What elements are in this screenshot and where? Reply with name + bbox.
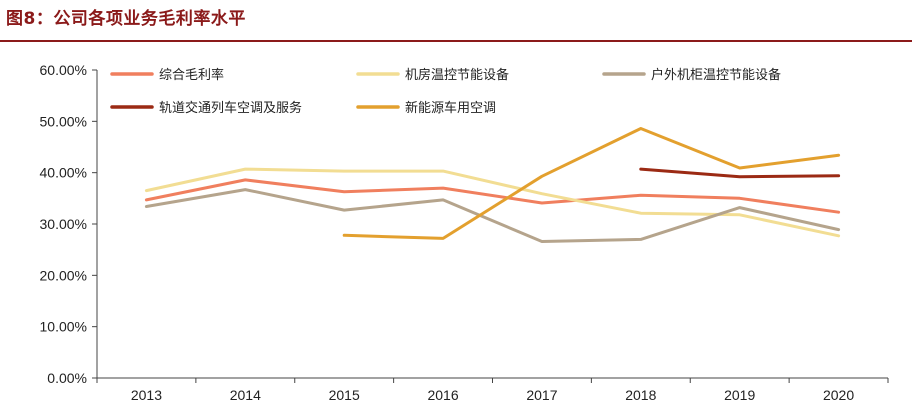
y-tick-label: 40.00% — [40, 165, 87, 181]
y-tick-label: 0.00% — [47, 370, 87, 386]
legend-label-3: 户外机柜温控节能设备 — [651, 67, 781, 83]
x-tick-label: 2016 — [427, 387, 458, 403]
legend-label-2: 机房温控节能设备 — [405, 67, 509, 83]
chart-title: 图8：公司各项业务毛利率水平 — [6, 9, 246, 29]
chart-axes: 0.00% 10.00% 20.00% 30.00% 40.00% 50.00% 60.00… — [40, 62, 889, 403]
series-line-2 — [144, 167, 841, 238]
y-tick-label: 50.00% — [40, 113, 87, 129]
legend-label-4: 轨道交通列车空调及服务 — [159, 100, 302, 116]
y-tick-label: 30.00% — [40, 216, 87, 232]
y-tick-label: 60.00% — [40, 62, 87, 78]
x-tick-label: 2014 — [230, 387, 261, 403]
series-line-5 — [342, 127, 841, 240]
title-underline — [0, 40, 912, 42]
series-line-4 — [639, 167, 841, 179]
y-tick-label: 10.00% — [40, 319, 87, 335]
series-line-1 — [144, 178, 841, 214]
chart-series — [144, 127, 841, 243]
x-tick-label: 2013 — [131, 387, 162, 403]
x-tick-label: 2015 — [329, 387, 360, 403]
series-line-3 — [144, 188, 841, 243]
legend-label-1: 综合毛利率 — [159, 67, 224, 83]
x-tick-label: 2018 — [625, 387, 656, 403]
legend-label-5: 新能源车用空调 — [405, 100, 496, 116]
x-tick-label: 2019 — [724, 387, 755, 403]
x-tick-label: 2017 — [526, 387, 557, 403]
y-tick-label: 20.00% — [40, 267, 87, 283]
x-tick-label: 2020 — [823, 387, 854, 403]
